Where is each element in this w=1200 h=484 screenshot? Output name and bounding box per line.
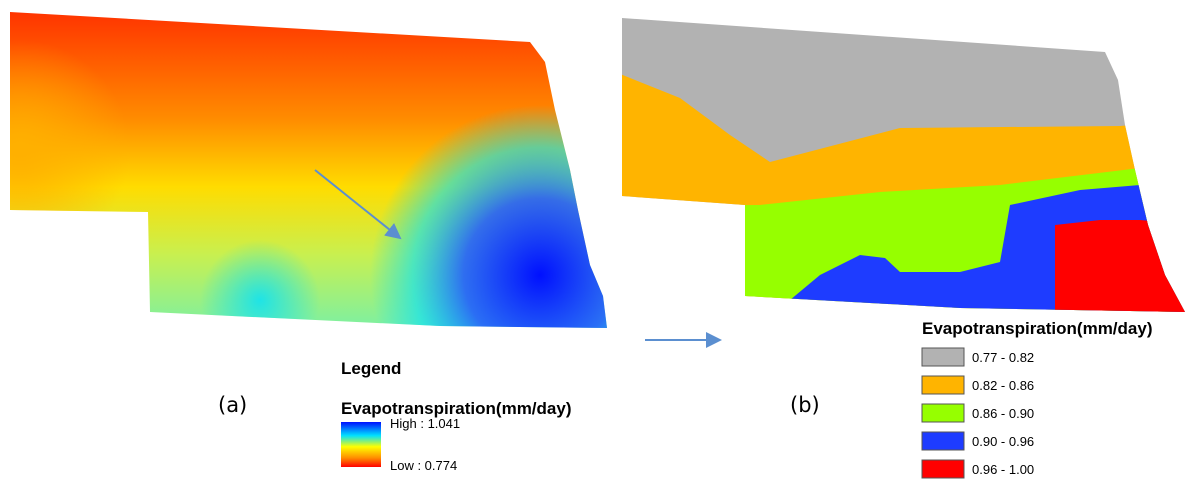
legend-title: Evapotranspiration(mm/day): [922, 319, 1153, 338]
panel-label: (a): [218, 393, 247, 417]
figure: Legend Evapotranspiration(mm/day) High :…: [0, 0, 1200, 484]
legend-swatch: [922, 376, 964, 394]
legend-label: 0.86 - 0.90: [972, 406, 1034, 421]
legend-swatch: [922, 348, 964, 366]
map-b: [600, 0, 1200, 484]
legend-swatch: [922, 460, 964, 478]
legend-low: Low : 0.774: [390, 458, 457, 473]
class-region: [1055, 220, 1200, 484]
legend-swatch: [922, 404, 964, 422]
legend-label: 0.90 - 0.96: [972, 434, 1034, 449]
legend-swatch: [922, 432, 964, 450]
panel-label: (b): [790, 393, 820, 417]
legend-title: Legend: [341, 359, 401, 378]
legend-label: 0.77 - 0.82: [972, 350, 1034, 365]
legend-label: 0.82 - 0.86: [972, 378, 1034, 393]
legend-high: High : 1.041: [390, 416, 460, 431]
legend: 0.77 - 0.82 0.82 - 0.86 0.86 - 0.90 0.90 - …: [922, 348, 1034, 478]
legend-label: 0.96 - 1.00: [972, 462, 1034, 477]
map-a: [0, 0, 620, 340]
color-ramp: [341, 422, 381, 467]
